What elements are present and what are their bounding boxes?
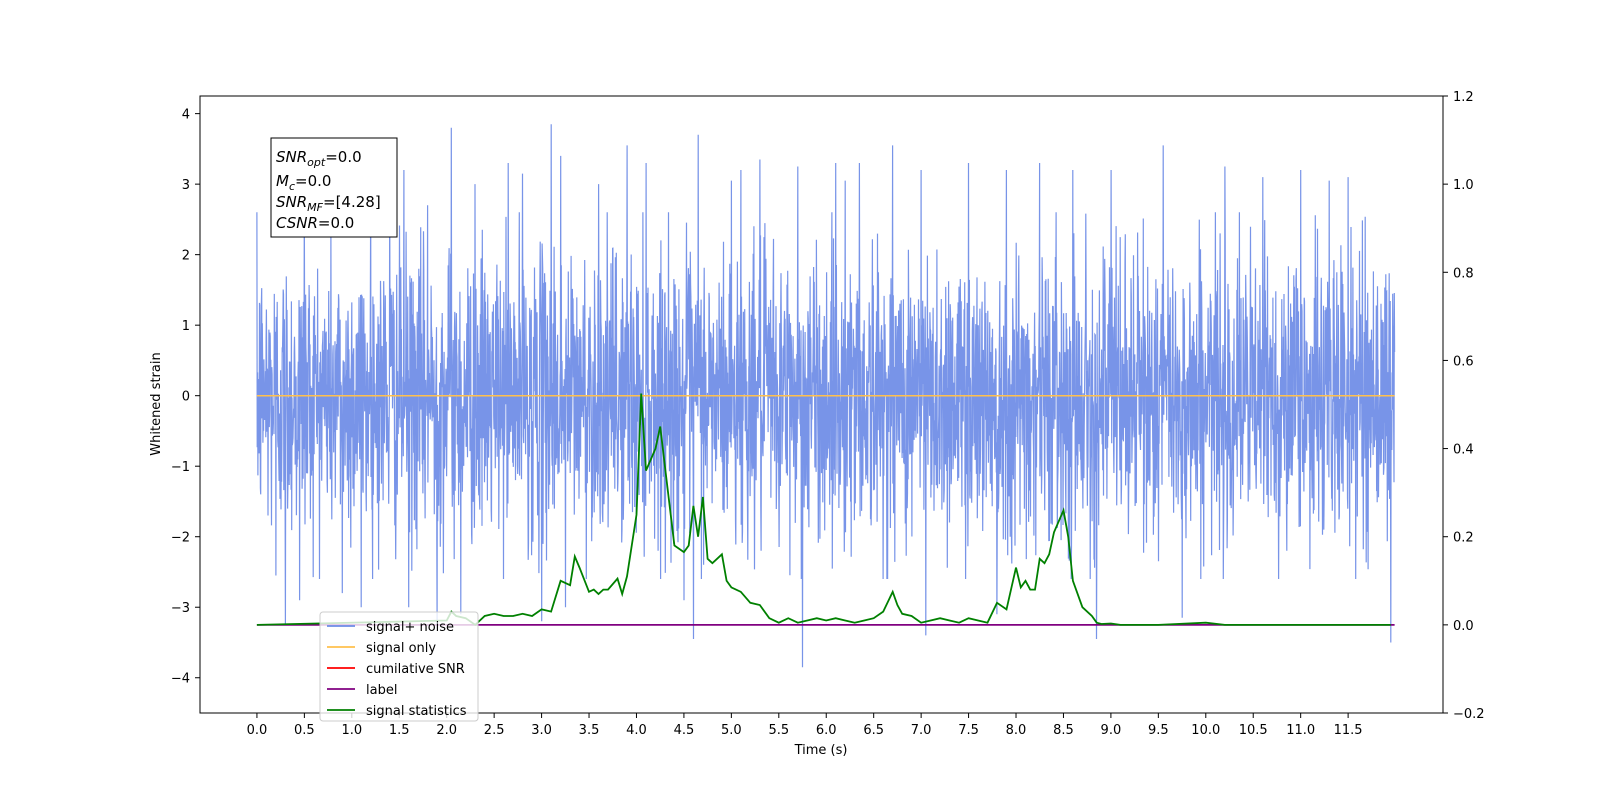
annotation-value: =0.0 [295, 172, 331, 190]
annotation-box: SNRopt=0.0 Mc=0.0 SNRMF=[4.28] CSNR=0.0 [270, 137, 398, 238]
annotation-value: =0.0 [325, 148, 361, 166]
annotation-line: SNRMF=[4.28] [276, 193, 381, 214]
annotation-main: M [276, 172, 289, 190]
annotation-value: =[4.28] [323, 193, 381, 211]
x-tick-label: 10.0 [1191, 723, 1220, 738]
legend-label: signal+ noise [366, 620, 454, 635]
y2-tick-label: 1.0 [1453, 178, 1474, 193]
y2-tick-label: 0.0 [1453, 619, 1474, 634]
x-tick-label: 0.5 [294, 723, 315, 738]
y-tick-label: 0 [182, 390, 190, 405]
y-tick-label: −1 [171, 460, 190, 475]
x-tick-label: 7.5 [958, 723, 979, 738]
y-axis-right: 1.2 1.0 0.8 0.6 0.4 0.2 0.0 −0.2 [1443, 90, 1485, 722]
x-tick-label: 10.5 [1239, 723, 1268, 738]
annotation-main: CSNR [276, 214, 318, 232]
y-tick-label: 3 [182, 178, 190, 193]
y-tick-label: −2 [171, 531, 190, 546]
x-tick-label: 9.0 [1101, 723, 1122, 738]
x-tick-label: 0.0 [247, 723, 268, 738]
annotation-sub: c [289, 180, 295, 193]
y2-tick-label: 0.8 [1453, 266, 1474, 281]
series-line-signal-statistics [256, 393, 1391, 627]
y-axis-left: 4 3 2 1 0 −1 −2 −3 −4 [171, 108, 200, 687]
x-tick-label: 6.5 [863, 723, 884, 738]
y2-tick-label: 0.4 [1453, 443, 1474, 458]
x-axis: 0.0 0.5 1.0 1.5 2.0 2.5 3.0 3.5 4.0 4.5 5.0 5.5 6.0 6… [247, 713, 1363, 738]
x-tick-label: 3.5 [579, 723, 600, 738]
annotation-frame [270, 137, 398, 238]
axes-frame [199, 95, 1444, 714]
y-tick-label: 4 [182, 108, 190, 123]
legend-label: cumilative SNR [366, 662, 465, 677]
annotation-value: =0.0 [318, 214, 354, 232]
legend-label: signal statistics [366, 704, 467, 719]
x-tick-label: 4.0 [626, 723, 647, 738]
annotation-sub: opt [307, 156, 326, 169]
x-tick-label: 7.0 [911, 723, 932, 738]
x-axis-label: Time (s) [794, 743, 848, 758]
x-tick-label: 9.5 [1148, 723, 1169, 738]
x-tick-label: 8.0 [1006, 723, 1027, 738]
x-tick-label: 6.0 [816, 723, 837, 738]
x-tick-label: 2.5 [484, 723, 505, 738]
annotation-sub: MF [307, 201, 323, 214]
annotation-main: SNR [276, 193, 307, 211]
x-tick-label: 2.0 [436, 723, 457, 738]
y-tick-label: −3 [171, 601, 190, 616]
y2-tick-label: 0.2 [1453, 531, 1474, 546]
y2-tick-label: −0.2 [1453, 707, 1485, 722]
legend-label: signal only [366, 641, 436, 656]
annotation-line: SNRopt=0.0 [276, 148, 362, 169]
y-tick-label: 1 [182, 319, 190, 334]
legend: signal+ noise signal only cumilative SNR la… [319, 611, 479, 722]
y2-tick-label: 1.2 [1453, 90, 1474, 105]
x-tick-label: 1.0 [341, 723, 362, 738]
x-tick-label: 5.0 [721, 723, 742, 738]
x-tick-label: 8.5 [1053, 723, 1074, 738]
annotation-main: SNR [276, 148, 307, 166]
x-tick-label: 5.5 [768, 723, 789, 738]
x-tick-label: 11.0 [1286, 723, 1315, 738]
legend-frame [319, 611, 479, 722]
x-tick-label: 1.5 [389, 723, 410, 738]
y-tick-label: −4 [171, 672, 190, 687]
y2-tick-label: 0.6 [1453, 354, 1474, 369]
annotation-line: CSNR=0.0 [276, 214, 354, 232]
annotation-line: Mc=0.0 [276, 172, 331, 193]
y-tick-label: 2 [182, 249, 190, 264]
x-tick-label: 11.5 [1334, 723, 1363, 738]
x-tick-label: 3.0 [531, 723, 552, 738]
x-tick-label: 4.5 [674, 723, 695, 738]
series-line-signal-noise [256, 124, 1396, 668]
legend-label: label [366, 683, 397, 698]
y-axis-label: Whitened strain [149, 352, 164, 455]
